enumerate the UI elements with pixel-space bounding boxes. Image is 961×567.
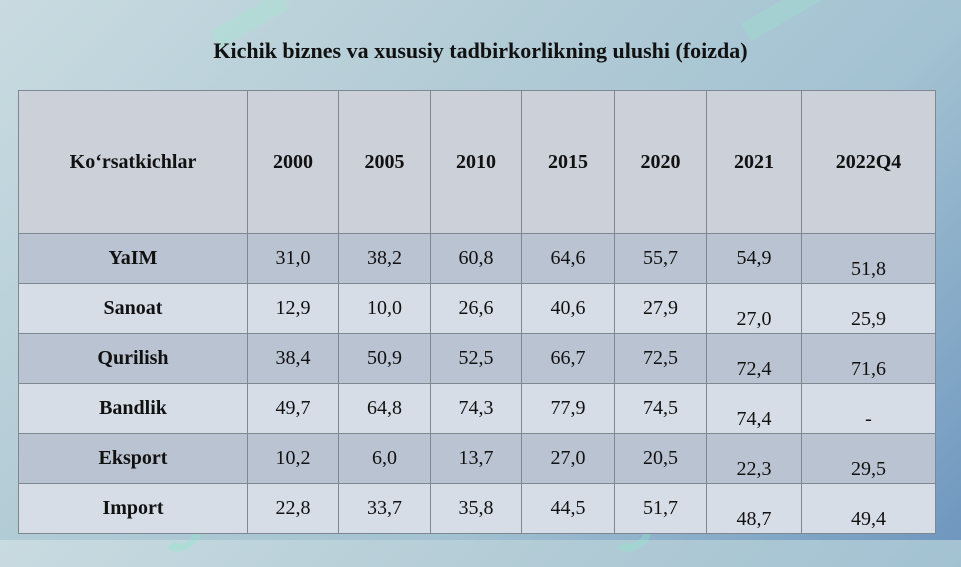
table-row: Eksport 10,2 6,0 13,7 27,0 20,5 22,3 29,… <box>18 433 936 484</box>
table-row: Sanoat 12,9 10,0 26,6 40,6 27,9 27,0 25,… <box>18 283 936 334</box>
table-cell: 12,9 <box>247 283 339 334</box>
table-cell: 71,6 <box>801 333 936 384</box>
table-cell: 38,4 <box>247 333 339 384</box>
page-title: Kichik biznes va xususiy tadbirkorliknin… <box>213 38 748 63</box>
table-cell: 51,7 <box>614 483 707 534</box>
table-cell: 20,5 <box>614 433 707 484</box>
table-cell: 74,4 <box>706 383 802 434</box>
table-cell: 10,2 <box>247 433 339 484</box>
table-cell: 55,7 <box>614 233 707 284</box>
table-row: Import 22,8 33,7 35,8 44,5 51,7 48,7 49,… <box>18 483 936 534</box>
table-cell: 27,9 <box>614 283 707 334</box>
column-header: 2020 <box>614 90 707 234</box>
column-header: 2015 <box>521 90 615 234</box>
row-label: Sanoat <box>18 283 248 334</box>
table-cell: 74,5 <box>614 383 707 434</box>
row-label: Eksport <box>18 433 248 484</box>
table-cell: 52,5 <box>430 333 522 384</box>
table-cell: 54,9 <box>706 233 802 284</box>
row-label: Qurilish <box>18 333 248 384</box>
table-cell: 44,5 <box>521 483 615 534</box>
table-cell: 35,8 <box>430 483 522 534</box>
row-label: YaIM <box>18 233 248 284</box>
column-header: Ko‘rsatkichlar <box>18 90 248 234</box>
table-cell: 27,0 <box>706 283 802 334</box>
table-cell: 64,6 <box>521 233 615 284</box>
table-cell: 13,7 <box>430 433 522 484</box>
row-label: Bandlik <box>18 383 248 434</box>
table-cell: 25,9 <box>801 283 936 334</box>
table-cell: 6,0 <box>338 433 431 484</box>
table-header-row: Ko‘rsatkichlar 2000 2005 2010 2015 2020 … <box>18 90 936 234</box>
table-cell: 72,4 <box>706 333 802 384</box>
table-row: Bandlik 49,7 64,8 74,3 77,9 74,5 74,4 - <box>18 383 936 434</box>
table-row: Qurilish 38,4 50,9 52,5 66,7 72,5 72,4 7… <box>18 333 936 384</box>
column-header: 2021 <box>706 90 802 234</box>
column-header: 2010 <box>430 90 522 234</box>
table-cell: 74,3 <box>430 383 522 434</box>
table-cell: 40,6 <box>521 283 615 334</box>
table-cell: 29,5 <box>801 433 936 484</box>
table-cell: 38,2 <box>338 233 431 284</box>
table-cell: 49,7 <box>247 383 339 434</box>
table-cell: 60,8 <box>430 233 522 284</box>
table-cell: 51,8 <box>801 233 936 284</box>
table-cell: - <box>801 383 936 434</box>
row-label: Import <box>18 483 248 534</box>
table-cell: 27,0 <box>521 433 615 484</box>
table-cell: 22,3 <box>706 433 802 484</box>
table-cell: 72,5 <box>614 333 707 384</box>
table-cell: 31,0 <box>247 233 339 284</box>
table-cell: 64,8 <box>338 383 431 434</box>
table-cell: 26,6 <box>430 283 522 334</box>
table-row: YaIM 31,0 38,2 60,8 64,6 55,7 54,9 51,8 <box>18 233 936 284</box>
column-header: 2000 <box>247 90 339 234</box>
table-cell: 50,9 <box>338 333 431 384</box>
table-cell: 48,7 <box>706 483 802 534</box>
table-cell: 33,7 <box>338 483 431 534</box>
table-cell: 77,9 <box>521 383 615 434</box>
column-header: 2005 <box>338 90 431 234</box>
data-table: Ko‘rsatkichlar 2000 2005 2010 2015 2020 … <box>18 90 936 534</box>
decorative-shape <box>741 0 829 42</box>
table-cell: 22,8 <box>247 483 339 534</box>
table-cell: 49,4 <box>801 483 936 534</box>
column-header: 2022Q4 <box>801 90 936 234</box>
table-cell: 10,0 <box>338 283 431 334</box>
table-cell: 66,7 <box>521 333 615 384</box>
